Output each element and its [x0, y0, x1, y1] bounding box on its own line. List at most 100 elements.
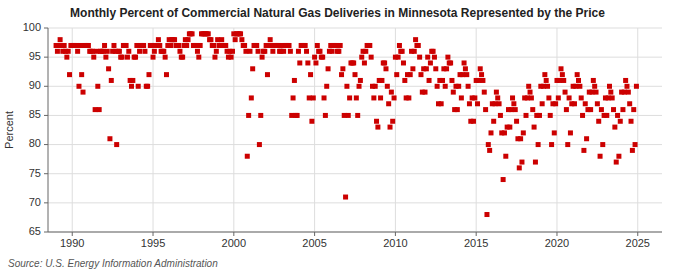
point [626, 90, 631, 95]
x-tick-label: 1995 [141, 237, 165, 249]
point [95, 84, 100, 89]
point [212, 55, 217, 60]
point [382, 60, 387, 65]
point [416, 43, 421, 48]
point [542, 72, 547, 77]
point [594, 90, 599, 95]
point [501, 177, 506, 182]
point [624, 84, 629, 89]
point [451, 90, 456, 95]
point [379, 78, 384, 83]
point [616, 154, 621, 159]
point [439, 101, 444, 106]
point [141, 43, 146, 48]
point [64, 55, 69, 60]
x-grid-line [72, 28, 73, 232]
point [627, 101, 632, 106]
point [190, 31, 195, 36]
point [219, 37, 224, 42]
point [479, 72, 484, 77]
point [354, 95, 359, 100]
x-tick-label: 1990 [60, 237, 84, 249]
x-grid-line [476, 28, 477, 232]
point [448, 60, 453, 65]
point [400, 49, 405, 54]
point [510, 95, 515, 100]
x-tick [314, 232, 315, 236]
point [459, 95, 464, 100]
point [375, 125, 380, 130]
y-tick [44, 28, 48, 29]
source: Source: U.S. Energy Information Administ… [8, 258, 218, 269]
point [137, 49, 142, 54]
point [114, 142, 119, 147]
point [389, 90, 394, 95]
point [604, 113, 609, 118]
point [242, 43, 247, 48]
point [323, 113, 328, 118]
point [432, 55, 437, 60]
x-tick [72, 232, 73, 236]
point [536, 142, 541, 147]
point [577, 84, 582, 89]
point [198, 43, 203, 48]
point [467, 101, 472, 106]
point [494, 90, 499, 95]
point [431, 49, 436, 54]
point [338, 43, 343, 48]
point [55, 49, 60, 54]
point [324, 84, 329, 89]
point [308, 72, 313, 77]
point [397, 43, 402, 48]
point [126, 49, 131, 54]
point [413, 37, 418, 42]
y-tick-label: 65 [29, 225, 41, 237]
point [168, 43, 173, 48]
point [443, 84, 448, 89]
point [246, 113, 251, 118]
point [195, 49, 200, 54]
y-axis-label: Percent [3, 111, 15, 149]
point [423, 90, 428, 95]
point [295, 113, 300, 118]
point [291, 95, 296, 100]
point [466, 84, 471, 89]
point [530, 107, 535, 112]
point [545, 84, 550, 89]
point [343, 195, 348, 200]
y-tick-label: 80 [29, 137, 41, 149]
y-tick [44, 86, 48, 87]
point [105, 49, 110, 54]
x-tick [637, 232, 638, 236]
point [67, 72, 72, 77]
y-tick [44, 115, 48, 116]
point [592, 84, 597, 89]
point [390, 119, 395, 124]
point [265, 72, 270, 77]
point [507, 125, 512, 130]
tick-labels: 6570758085909510019901995200020052010201… [23, 21, 650, 249]
chart: 6570758085909510019901995200020052010201… [0, 0, 675, 275]
point [346, 113, 351, 118]
point [552, 130, 557, 135]
point [612, 125, 617, 130]
point [575, 72, 580, 77]
point [208, 37, 213, 42]
y-grid-line [48, 202, 662, 203]
point [309, 119, 314, 124]
point [546, 95, 551, 100]
point [344, 84, 349, 89]
point [177, 49, 182, 54]
y-tick [44, 173, 48, 174]
point [563, 90, 568, 95]
point [163, 55, 168, 60]
point [385, 84, 390, 89]
point [598, 154, 603, 159]
point [388, 125, 393, 130]
point [157, 43, 162, 48]
point [433, 66, 438, 71]
point [120, 55, 125, 60]
point [568, 130, 573, 135]
point [250, 66, 255, 71]
point [564, 107, 569, 112]
